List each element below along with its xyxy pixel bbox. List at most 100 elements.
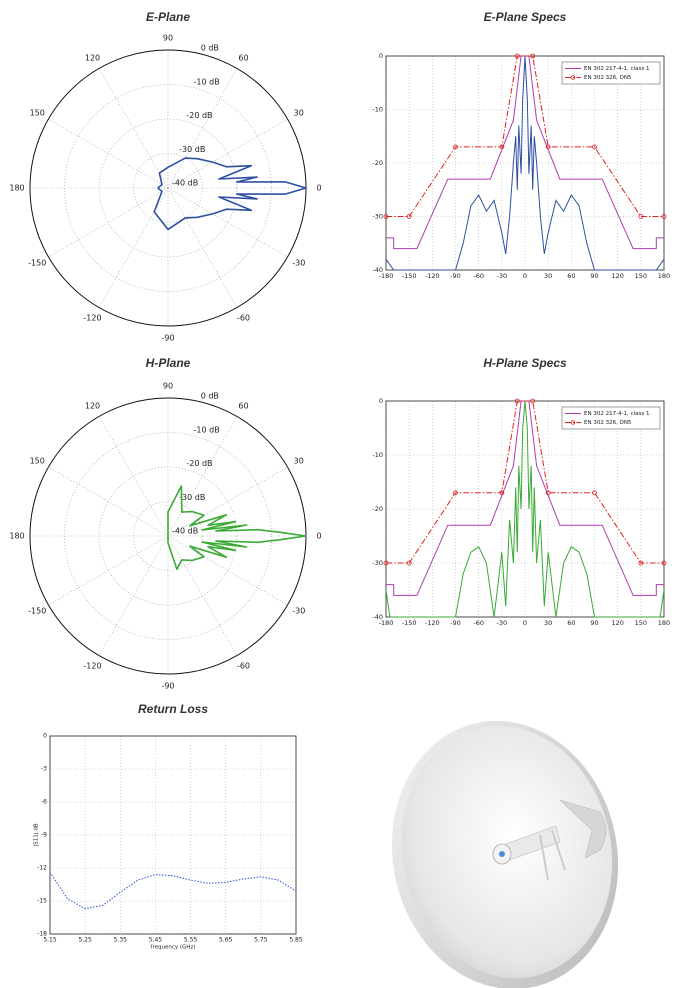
series-marker <box>530 53 536 59</box>
grid-ring <box>64 84 272 292</box>
series-line <box>49 872 297 910</box>
series-marker <box>638 560 644 566</box>
angle-tick-label: 30 <box>294 457 304 466</box>
series-line <box>386 55 664 217</box>
legend-label: EN 302 326, DN5 <box>584 75 632 81</box>
y-tick-label: -30 <box>372 559 383 567</box>
y-tick-label: -20 <box>372 159 383 167</box>
angle-tick-label: -30 <box>292 607 305 616</box>
angle-tick-label: 150 <box>30 457 45 466</box>
x-tick-label: 30 <box>544 619 552 627</box>
x-tick-label: -120 <box>425 619 440 627</box>
x-tick-label: -180 <box>379 619 394 627</box>
angle-tick-label: 0 <box>316 532 321 541</box>
radial-tick-label: -40 dB <box>172 179 198 188</box>
x-tick-label: 5.45 <box>149 937 163 944</box>
pattern-line <box>153 157 307 231</box>
legend-marker <box>570 420 576 425</box>
x-tick-label: 5.85 <box>289 937 303 944</box>
y-tick-label: -10 <box>372 451 383 459</box>
x-tick-label: 150 <box>635 272 647 280</box>
angle-tick-label: -60 <box>237 313 250 322</box>
series-line <box>386 400 664 564</box>
x-tick-label: -30 <box>497 272 508 280</box>
x-tick-label: 5.15 <box>43 937 57 944</box>
y-tick-label: -40 <box>372 613 383 621</box>
y-tick-label: -18 <box>37 931 47 938</box>
x-tick-label: 60 <box>567 619 575 627</box>
angle-tick-label: 180 <box>9 532 24 541</box>
y-tick-label: -6 <box>41 799 47 806</box>
y-tick-label: -10 <box>372 106 383 114</box>
x-tick-label: 180 <box>658 619 670 627</box>
x-tick-label: 90 <box>590 272 598 280</box>
y-tick-label: 0 <box>379 52 383 60</box>
x-tick-label: 120 <box>611 272 623 280</box>
series-marker <box>545 490 551 496</box>
series-marker <box>545 144 551 150</box>
y-tick-label: -3 <box>41 766 47 773</box>
y-tick-label: -30 <box>372 213 383 221</box>
y-tick-label: -12 <box>37 865 47 872</box>
series-marker <box>530 398 536 404</box>
plot-frame <box>49 735 297 935</box>
series-marker <box>638 214 644 219</box>
grid-ring <box>98 466 238 606</box>
x-tick-label: 5.35 <box>114 937 128 944</box>
legend-box <box>561 406 661 430</box>
x-axis-label: frequency (GHz) <box>151 945 196 951</box>
y-tick-label: -9 <box>41 832 47 839</box>
x-tick-label: -30 <box>497 619 508 627</box>
x-tick-label: 0 <box>523 272 527 280</box>
angle-tick-label: 30 <box>294 109 304 118</box>
chart-title: H-Plane <box>146 356 191 370</box>
series-marker <box>661 560 667 566</box>
series-marker <box>592 144 597 150</box>
radial-tick-label: -20 dB <box>186 111 212 120</box>
series-marker <box>453 144 458 150</box>
y-tick-label: -20 <box>372 505 383 513</box>
angle-tick-label: 150 <box>30 109 45 118</box>
x-tick-label: 150 <box>635 619 647 627</box>
legend-box <box>561 61 661 85</box>
series-marker <box>514 53 520 59</box>
grid-ring <box>98 118 238 258</box>
legend-label: EN 302 217-4-1, class 1 <box>584 66 649 72</box>
x-tick-label: 5.65 <box>219 937 233 944</box>
grid-ring <box>64 432 272 640</box>
series-marker <box>406 560 412 566</box>
radial-tick-label: -30 dB <box>179 493 205 502</box>
series-marker <box>499 144 505 150</box>
x-tick-label: 120 <box>611 619 623 627</box>
x-tick-label: -60 <box>473 272 484 280</box>
series-marker <box>453 490 458 496</box>
series-marker <box>499 490 505 496</box>
grid-ring <box>133 153 203 223</box>
x-tick-label: -60 <box>473 619 484 627</box>
chart-title: Return Loss <box>138 702 208 716</box>
angle-tick-label: 60 <box>238 54 248 63</box>
angle-tick-label: 60 <box>238 402 248 411</box>
x-tick-label: 180 <box>658 272 670 280</box>
legend-label: EN 302 217-4-1, class 1 <box>584 411 649 417</box>
angle-tick-label: -150 <box>28 607 46 616</box>
angle-tick-label: -120 <box>83 661 101 670</box>
x-tick-label: 5.75 <box>254 937 268 944</box>
radial-tick-label: 0 dB <box>201 44 219 53</box>
grid-ring <box>133 501 203 571</box>
angle-tick-label: 0 <box>316 184 321 193</box>
x-tick-label: -150 <box>402 619 417 627</box>
x-tick-label: 30 <box>544 272 552 280</box>
angle-tick-label: 180 <box>9 184 24 193</box>
series-marker <box>383 214 389 219</box>
y-axis-label: |S11| dB <box>34 823 40 846</box>
angle-tick-label: -90 <box>161 682 174 691</box>
y-tick-label: 0 <box>43 733 47 740</box>
product-image <box>391 720 619 988</box>
radial-tick-label: -10 dB <box>194 425 220 434</box>
angle-tick-label: 90 <box>163 34 173 43</box>
angle-tick-label: -60 <box>237 661 250 670</box>
legend-label: EN 302 326, DN5 <box>584 420 632 426</box>
angle-tick-label: -30 <box>292 259 305 268</box>
